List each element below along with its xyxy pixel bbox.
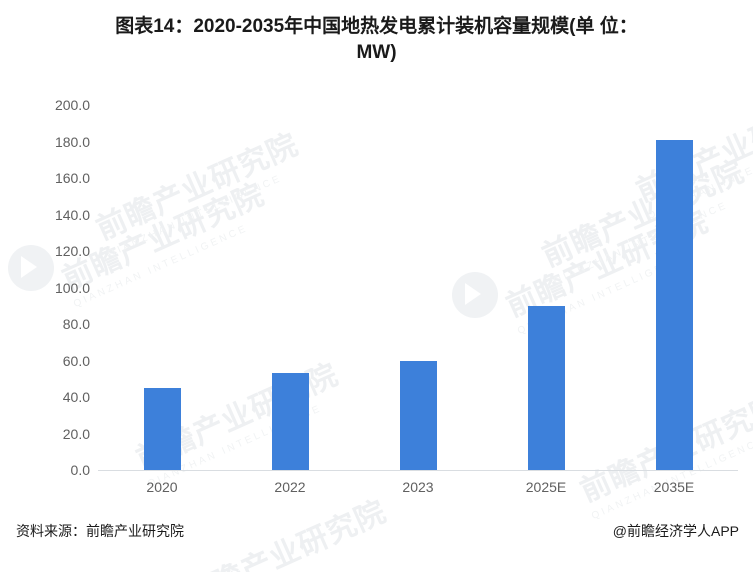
bar[interactable] [271, 373, 309, 470]
y-axis-tick-label: 60.0 [62, 352, 90, 369]
x-axis-line [98, 470, 738, 471]
attribution-note: @前瞻经济学人APP [612, 523, 739, 539]
y-axis-tick-label: 80.0 [62, 316, 90, 332]
y-axis-tick-label: 200.0 [54, 97, 90, 113]
bar[interactable] [143, 387, 181, 470]
y-axis-tick-label: 160.0 [54, 170, 90, 186]
y-axis-tick-label: 100.0 [54, 279, 90, 296]
y-axis-tick-label: 180.0 [54, 133, 90, 150]
y-axis-tick-label: 0.0 [70, 462, 90, 478]
x-axis-tick-label: 2035E [653, 479, 695, 495]
y-axis-tick-label: 20.0 [62, 425, 90, 442]
chart-title-line-1: 图表14：2020-2035年中国地热发电累计装机容量规模(单 位： [115, 16, 638, 37]
y-axis-tick-label: 40.0 [62, 389, 90, 405]
chart-title-line-2: MW) [356, 42, 397, 63]
bar[interactable] [399, 360, 437, 470]
chart-title: 图表14：2020-2035年中国地热发电累计装机容量规模(单 位： MW) [0, 14, 753, 66]
x-axis-tick-label: 2022 [274, 479, 306, 495]
x-axis-tick-label: 2020 [146, 479, 178, 495]
x-axis-tick-label: 2025E [525, 479, 567, 495]
y-axis-tick-label: 120.0 [54, 243, 90, 259]
source-note: 资料来源：前瞻产业研究院 [16, 523, 184, 539]
x-axis-tick-label: 2023 [402, 479, 434, 495]
y-axis-tick-label: 140.0 [54, 206, 90, 223]
bar[interactable] [655, 139, 693, 470]
bar[interactable] [527, 305, 565, 470]
